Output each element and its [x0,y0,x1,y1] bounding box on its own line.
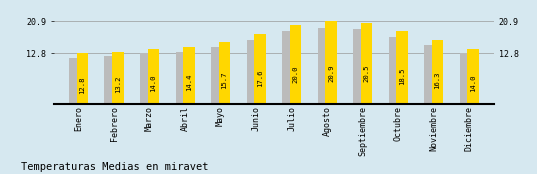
Bar [317,28,329,104]
Bar [467,49,479,104]
Text: 20.0: 20.0 [293,65,299,83]
Text: 20.9: 20.9 [328,64,334,82]
Text: 14.0: 14.0 [470,74,476,92]
Bar [396,31,408,104]
Text: 13.2: 13.2 [115,76,121,93]
Bar [361,23,372,104]
Bar [353,29,365,104]
Bar [290,25,301,104]
Bar [112,52,124,104]
Bar [255,34,266,104]
Bar [325,21,337,104]
Text: 14.0: 14.0 [150,74,156,92]
Text: 17.6: 17.6 [257,69,263,86]
Text: 14.4: 14.4 [186,74,192,91]
Text: 15.7: 15.7 [221,72,228,89]
Bar [219,42,230,104]
Bar [282,31,293,104]
Bar [140,53,151,104]
Bar [176,52,187,104]
Bar [69,58,81,104]
Text: 16.3: 16.3 [434,71,440,89]
Bar [105,56,116,104]
Text: 12.8: 12.8 [79,76,85,94]
Text: 20.5: 20.5 [364,65,369,82]
Bar [460,53,471,104]
Bar [432,39,443,104]
Bar [148,49,159,104]
Bar [246,40,258,104]
Text: 18.5: 18.5 [399,68,405,85]
Bar [183,47,195,104]
Bar [77,53,88,104]
Bar [211,47,222,104]
Bar [424,45,436,104]
Bar [389,37,400,104]
Text: Temperaturas Medias en miravet: Temperaturas Medias en miravet [21,162,209,172]
